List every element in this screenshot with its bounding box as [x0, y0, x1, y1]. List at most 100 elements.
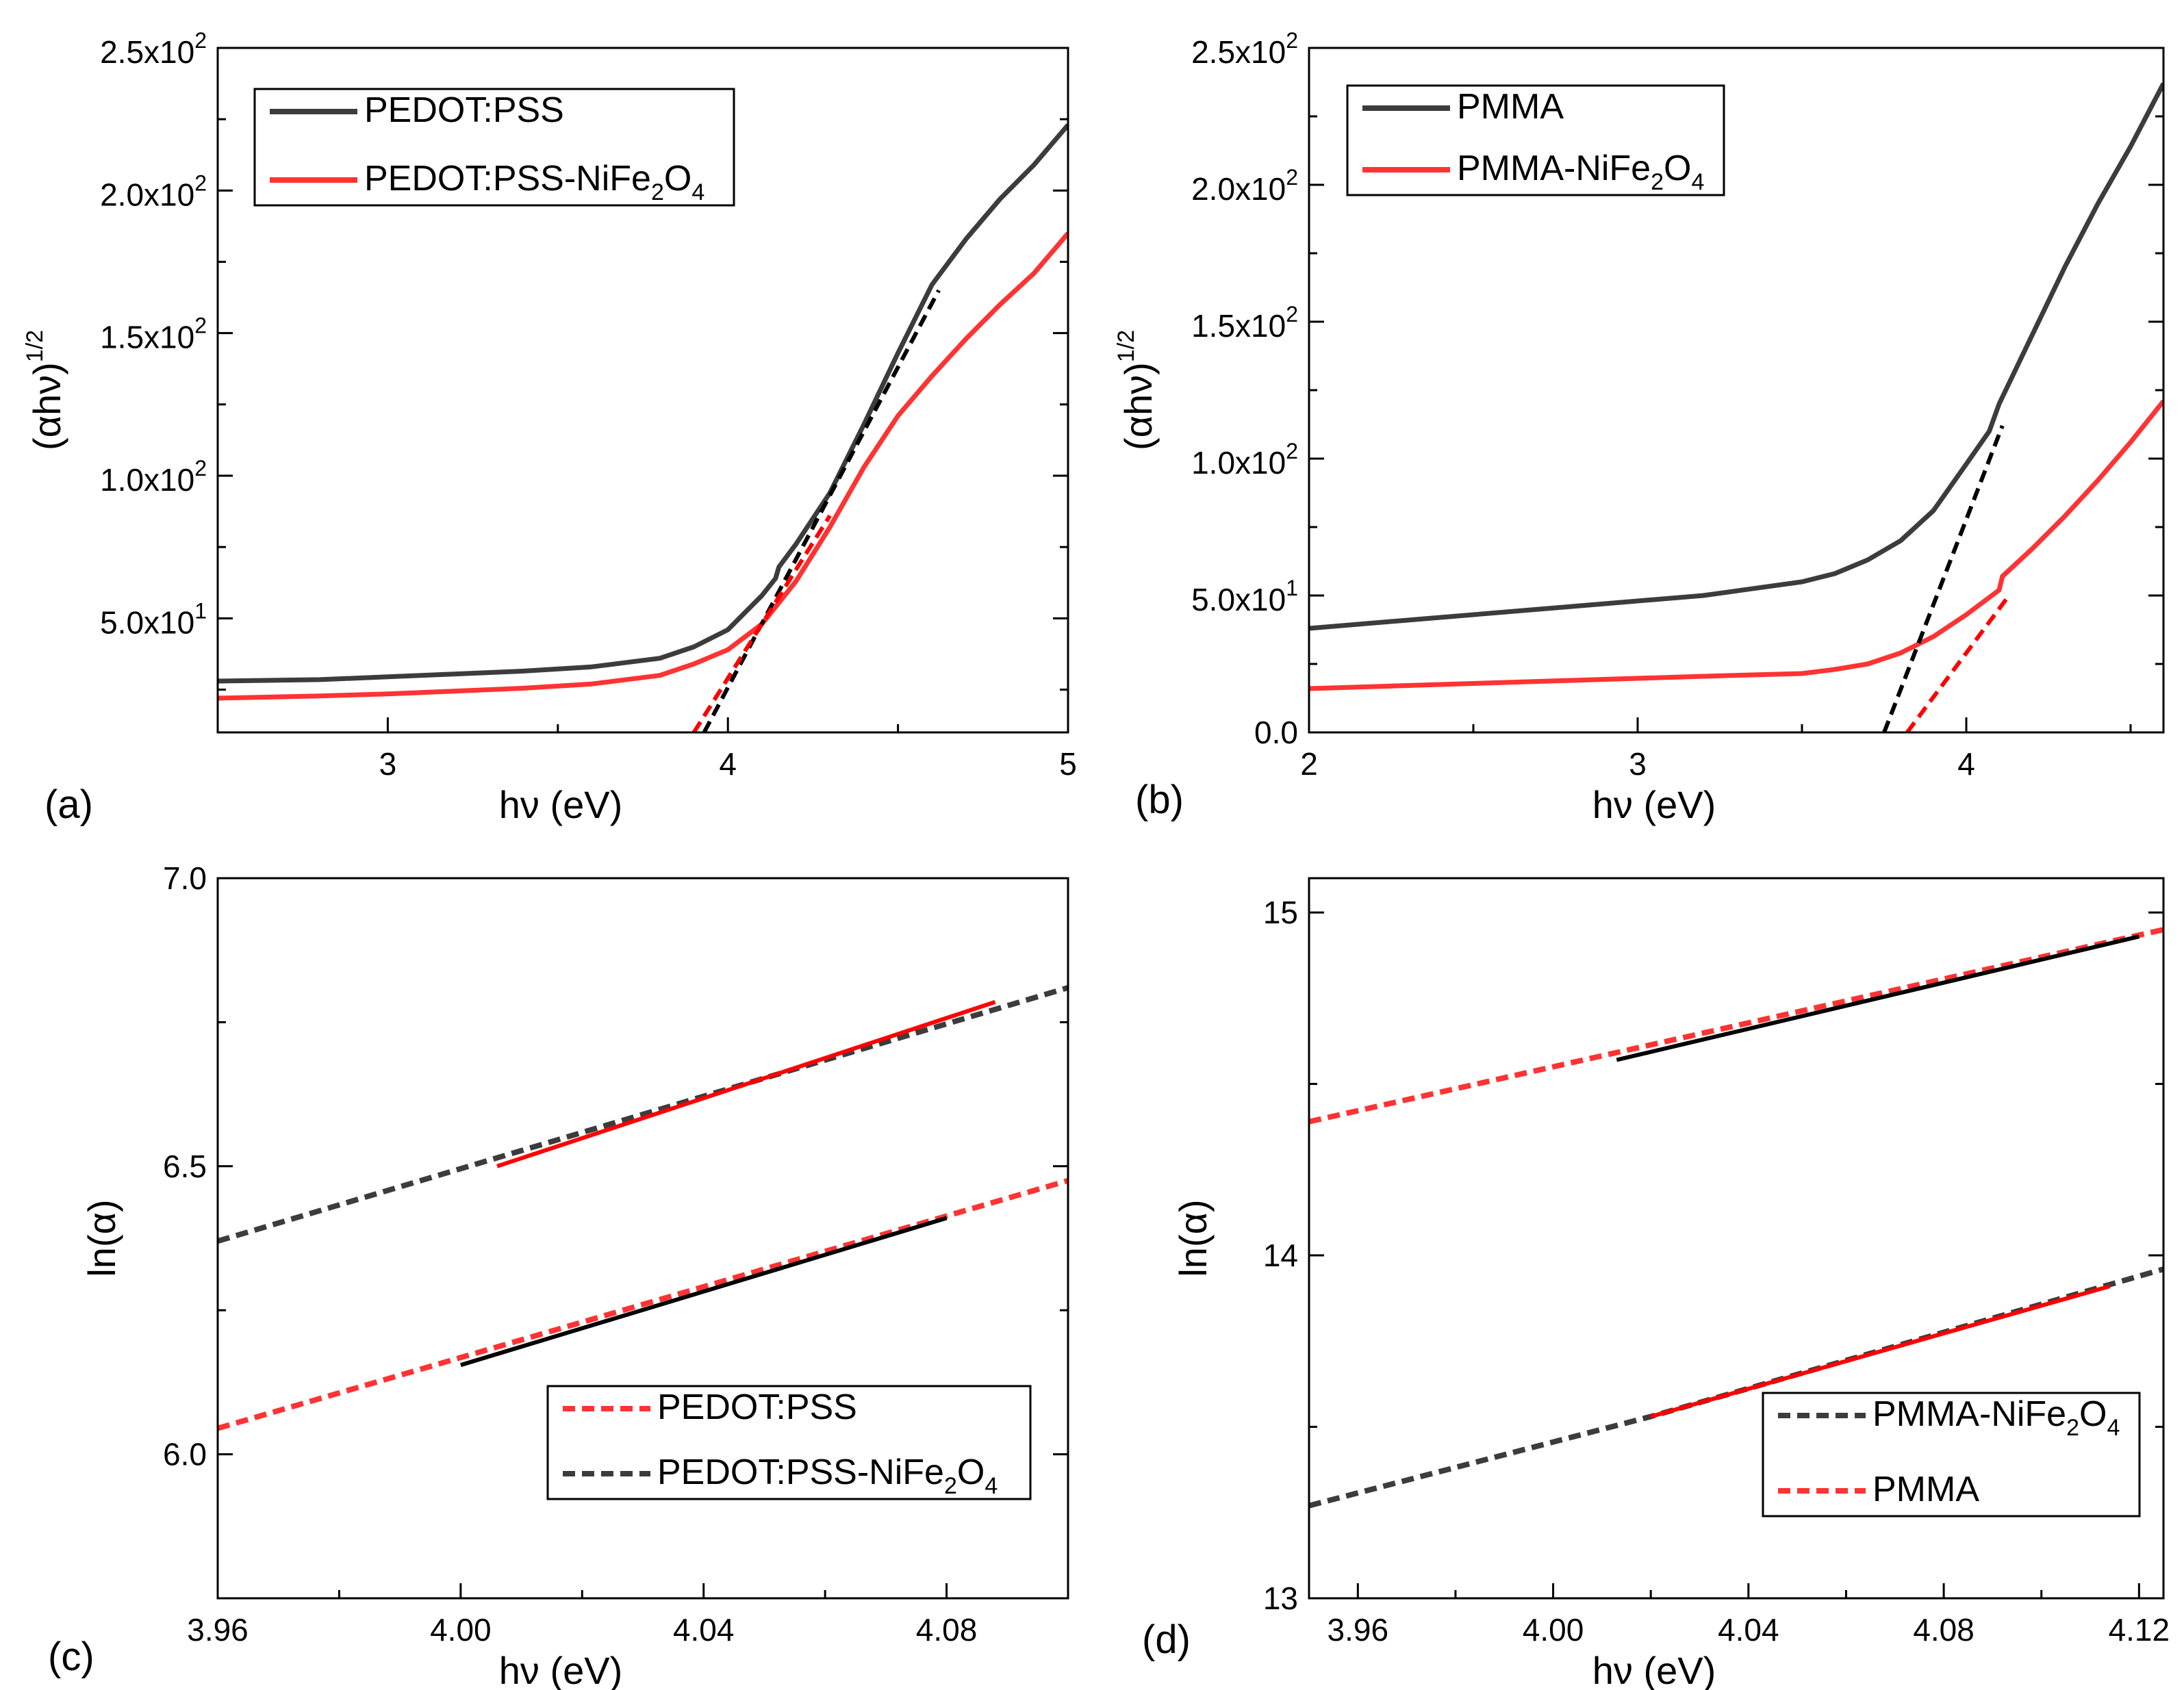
y-tick-label: 1.5x102 — [100, 313, 207, 355]
y-tick-exp: 2 — [194, 170, 207, 195]
x-tick-label: 3 — [379, 746, 397, 782]
y-tick-exp: 2 — [1286, 439, 1298, 463]
legend-label-text: PMMA — [1872, 1470, 1979, 1509]
legend-mid: O — [1664, 149, 1691, 188]
plot-frame — [1308, 877, 2165, 1600]
legend-label-text: PEDOT:PSS-NiFe — [657, 1452, 944, 1492]
legend-label-text: PMMA — [1457, 87, 1564, 127]
series-line-3 — [1650, 1284, 2111, 1419]
series-line-2 — [1882, 424, 2005, 732]
y-tick-base: 1.0x10 — [100, 462, 194, 498]
y-tick-exp: 1 — [194, 598, 207, 623]
y-tick-exp: 2 — [1286, 28, 1298, 53]
y-tick-label: 1.0x102 — [1191, 439, 1298, 481]
legend-sub: 4 — [985, 1473, 998, 1499]
legend-label-0: PEDOT:PSS — [364, 90, 564, 130]
legend-mid: O — [957, 1452, 985, 1492]
series-line-0 — [1309, 927, 2163, 1125]
y-tick-label: 2.0x102 — [1191, 165, 1298, 207]
legend-label-text: PMMA-NiFe — [1872, 1394, 2066, 1434]
series-line-1 — [218, 231, 1068, 701]
x-tick-label: 4.08 — [916, 1612, 978, 1648]
chart-panel-2: 3.96 4.00 4.04 4.08 6.0 6.5 7.0 hν (eV) ln(α) (c)… — [48, 860, 1069, 1690]
legend-label-1: PMMA-NiFe2O4 — [1457, 149, 1704, 195]
y-tick-exp: 1 — [1286, 576, 1298, 600]
series-line-3 — [460, 1216, 948, 1368]
x-tick-label: 4.04 — [673, 1612, 735, 1648]
legend-label-1: PEDOT:PSS-NiFe2O4 — [657, 1452, 998, 1499]
y-axis-title: (αhν)1/2 — [1113, 330, 1160, 450]
x-tick-label: 4 — [719, 746, 737, 782]
x-tick-label: 4.08 — [1913, 1612, 1975, 1648]
y-tick-base: 2.0x10 — [100, 177, 194, 212]
series-line-0 — [218, 985, 1068, 1244]
x-tick-label: 4.12 — [2109, 1612, 2170, 1648]
y-tick-label: 2.5x102 — [1191, 28, 1298, 70]
y-tick-label: 2.0x102 — [100, 170, 207, 212]
panel-label: (d) — [1142, 1617, 1191, 1662]
legend-sub: 2 — [2066, 1415, 2079, 1441]
y-tick-label: 6.5 — [163, 1149, 207, 1184]
x-axis-title: hν (eV) — [1592, 1649, 1716, 1690]
x-tick-label: 4.00 — [1523, 1612, 1584, 1648]
y-tick-label: 14 — [1263, 1238, 1298, 1273]
series-group — [218, 123, 1068, 732]
legend-sub: 4 — [691, 179, 704, 205]
y-axis-title-base: ln(α) — [80, 1199, 123, 1277]
legend-box — [1346, 84, 1725, 196]
legend-box — [253, 88, 735, 207]
legend-sub: 2 — [651, 179, 664, 205]
legend-sub: 4 — [2107, 1415, 2120, 1441]
series-group — [218, 985, 1068, 1431]
series-line-2 — [702, 289, 941, 732]
series-line-2 — [496, 1000, 996, 1168]
y-tick-exp: 2 — [1286, 302, 1298, 327]
legend-label-1: PEDOT:PSS-NiFe2O4 — [364, 159, 704, 205]
panel-label: (c) — [48, 1635, 94, 1679]
legend-label-text: PEDOT:PSS — [364, 90, 564, 130]
y-axis-title-base: ln(α) — [1171, 1199, 1215, 1277]
plot-frame — [216, 877, 1069, 1600]
x-axis-title: hν (eV) — [499, 1649, 623, 1690]
x-tick-label: 3.96 — [1328, 1612, 1389, 1648]
series-group — [1309, 927, 2163, 1509]
panel-label: (a) — [45, 782, 93, 827]
y-tick-base: 5.0x10 — [1191, 582, 1286, 617]
y-tick-base: 1.5x10 — [100, 320, 194, 355]
x-tick-label: 3 — [1629, 746, 1647, 782]
legend-mid: O — [664, 159, 691, 199]
x-axis-title: hν (eV) — [1592, 783, 1716, 826]
y-axis-title-sup: 1/2 — [1113, 330, 1139, 362]
series-line-2 — [1616, 934, 2139, 1062]
y-axis-title: ln(α) — [1171, 1199, 1215, 1277]
y-tick-exp: 2 — [194, 28, 207, 53]
chart-panel-0: 3 4 55.0x1011.0x1021.5x1022.0x1022.5x102hν… — [22, 28, 1077, 827]
y-tick-exp: 2 — [194, 313, 207, 338]
y-tick-base: 2.5x10 — [1191, 34, 1286, 70]
legend-label-text: PMMA-NiFe — [1457, 149, 1651, 188]
y-tick-label: 5.0x101 — [1191, 576, 1298, 617]
x-tick-label: 3.96 — [187, 1612, 249, 1648]
legend-label-text: PEDOT:PSS-NiFe — [364, 159, 651, 199]
chart-panel-1: 2 3 40.05.0x1011.0x1021.5x1022.0x1022.5x10… — [1113, 28, 2165, 826]
y-tick-label: 5.0x101 — [100, 598, 207, 640]
series-line-3 — [691, 514, 832, 732]
legend-label-0: PEDOT:PSS — [657, 1387, 857, 1427]
x-tick-label: 4 — [1957, 746, 1975, 782]
legend-box — [546, 1385, 1032, 1500]
y-tick-base: 2.5x10 — [100, 34, 194, 70]
y-tick-label: 6.0 — [163, 1437, 207, 1472]
y-tick-label: 15 — [1263, 895, 1298, 930]
y-tick-base: 1.0x10 — [1191, 445, 1286, 481]
series-line-3 — [1905, 594, 2011, 732]
y-tick-label: 1.0x102 — [100, 456, 207, 498]
legend-sub: 2 — [1651, 169, 1664, 195]
legend-label-1: PMMA — [1872, 1470, 1979, 1509]
legend-sub: 2 — [944, 1473, 957, 1499]
y-tick-label: 7.0 — [163, 860, 207, 896]
y-tick-label: 1.5x102 — [1191, 302, 1298, 344]
series-line-1 — [1309, 399, 2163, 691]
legend-label-0: PMMA-NiFe2O4 — [1872, 1394, 2120, 1441]
y-axis-title-base: (αhν) — [1117, 362, 1160, 450]
legend-mid: O — [2079, 1394, 2107, 1434]
